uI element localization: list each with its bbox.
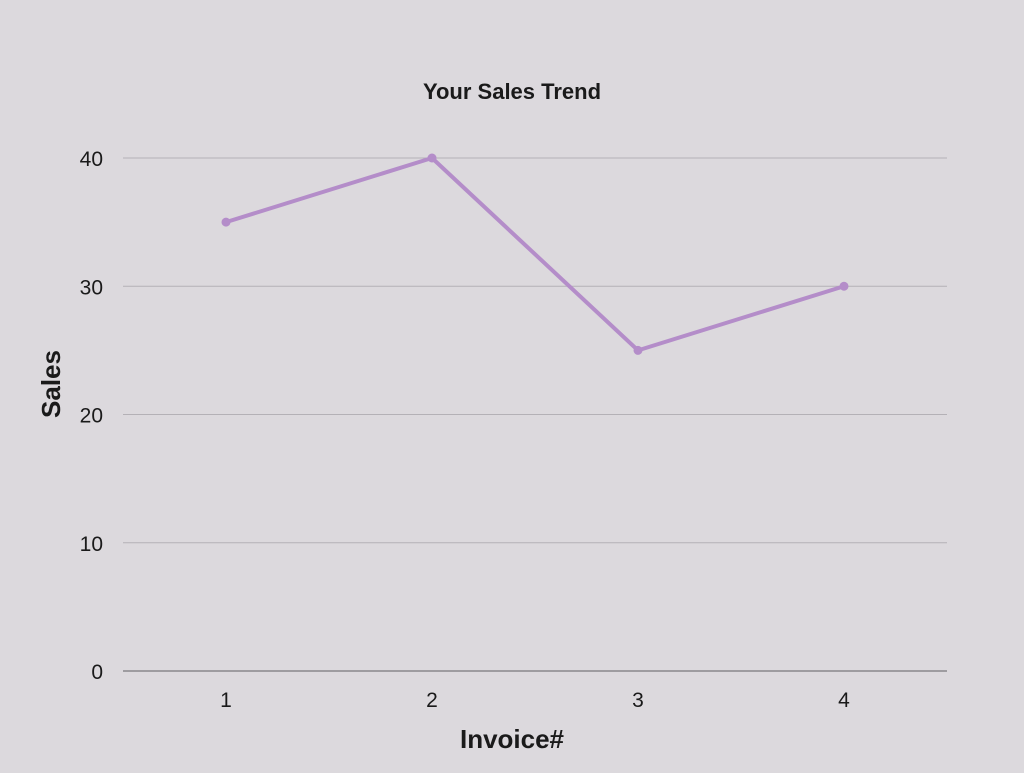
x-axis-label: Invoice# [460, 724, 565, 754]
y-tick-label: 20 [80, 405, 103, 428]
x-tick-label: 2 [426, 689, 438, 712]
x-tick-label: 4 [838, 689, 850, 712]
y-tick-label: 40 [80, 148, 103, 171]
data-point [839, 281, 849, 291]
y-tick-label: 10 [80, 533, 103, 556]
x-tick-label: 1 [220, 689, 232, 712]
series-line [224, 156, 846, 353]
y-tick-label: 0 [91, 661, 103, 684]
data-point [427, 153, 437, 163]
x-tick-label: 3 [632, 689, 644, 712]
y-axis-label: Sales [36, 350, 66, 418]
y-tick-labels: 0 10 20 30 40 [80, 148, 103, 684]
chart-title: Your Sales Trend [423, 79, 601, 104]
data-point [221, 217, 231, 227]
data-point [633, 345, 643, 355]
series-layer [221, 153, 849, 355]
y-tick-label: 30 [80, 276, 103, 299]
gridlines [123, 157, 947, 672]
x-tick-labels: 1 2 3 4 [220, 689, 850, 712]
